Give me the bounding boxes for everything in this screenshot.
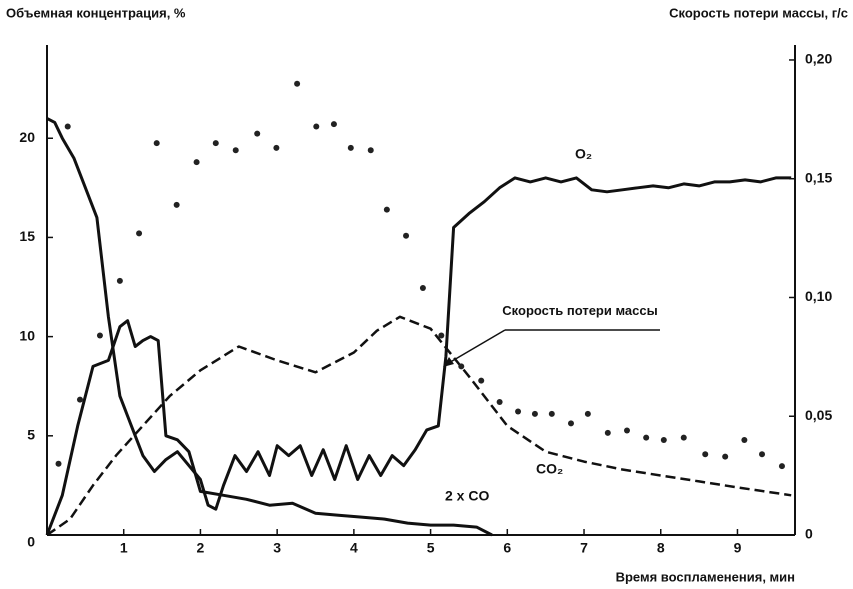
data-dot	[76, 396, 83, 403]
data-dot	[438, 332, 445, 339]
data-dot	[193, 159, 200, 166]
data-dot	[567, 420, 574, 427]
data-dot	[116, 277, 123, 284]
y-tick-label: 20	[19, 129, 35, 145]
data-dot	[294, 80, 301, 87]
y-tick-label: 5	[27, 427, 35, 443]
x-tick-label: 5	[427, 540, 435, 556]
y-tick-label: 0	[27, 534, 35, 550]
x-tick-label: 3	[273, 540, 281, 556]
data-dot	[496, 398, 503, 405]
data-dot	[778, 463, 785, 470]
data-dot	[419, 284, 426, 291]
data-dot	[584, 410, 591, 417]
data-dot	[403, 232, 410, 239]
data-dot	[531, 410, 538, 417]
annotation-arrow	[446, 329, 506, 365]
data-dot	[96, 332, 103, 339]
data-dot	[604, 429, 611, 436]
series-label: 2 x CO	[445, 488, 489, 504]
y-axis-title: Объемная концентрация, %	[6, 5, 186, 20]
x-tick-label: 4	[350, 540, 358, 556]
data-dot	[548, 410, 555, 417]
data-dot	[330, 121, 337, 128]
y-tick-label: 15	[19, 228, 35, 244]
data-dot	[623, 427, 630, 434]
x-axis-title: Время воспламенения, мин	[616, 569, 795, 584]
data-dot	[478, 377, 485, 384]
data-dot	[55, 460, 62, 467]
x-tick-label: 7	[580, 540, 588, 556]
y2-tick-label: 0,15	[805, 169, 832, 185]
y-tick-label: 10	[19, 327, 35, 343]
data-dot	[173, 201, 180, 208]
series-line	[46, 315, 792, 537]
y2-axis-title: Скорость потери массы, г/с	[669, 5, 848, 20]
data-dot	[313, 123, 320, 130]
data-dot	[232, 147, 239, 154]
series-line	[45, 319, 493, 537]
data-dot	[347, 144, 354, 151]
data-dot	[153, 140, 160, 147]
data-dot	[722, 453, 729, 460]
data-dot	[64, 123, 71, 130]
x-tick-label: 2	[197, 540, 205, 556]
series-label: O₂	[575, 146, 592, 162]
data-dot	[702, 451, 709, 458]
series-line	[46, 117, 792, 511]
y2-tick-label: 0,20	[805, 51, 832, 67]
data-dot	[367, 147, 374, 154]
x-tick-label: 8	[657, 540, 665, 556]
mass-loss-label: Скорость потери массы	[502, 303, 658, 318]
data-dot	[212, 140, 219, 147]
y2-tick-label: 0,10	[805, 288, 832, 304]
data-dot	[136, 230, 143, 237]
x-tick-label: 1	[120, 540, 128, 556]
x-tick-label: 9	[734, 540, 742, 556]
data-dot	[515, 408, 522, 415]
data-dot	[660, 436, 667, 443]
data-dot	[741, 436, 748, 443]
data-dot	[458, 363, 465, 370]
data-dot	[273, 144, 280, 151]
series-label: CO₂	[536, 461, 563, 477]
y2-tick-label: 0	[805, 526, 813, 542]
data-dot	[680, 434, 687, 441]
y2-tick-label: 0,05	[805, 407, 832, 423]
data-dot	[383, 206, 390, 213]
data-dot	[643, 434, 650, 441]
data-dot	[759, 451, 766, 458]
x-tick-label: 6	[503, 540, 511, 556]
data-dot	[254, 130, 261, 137]
